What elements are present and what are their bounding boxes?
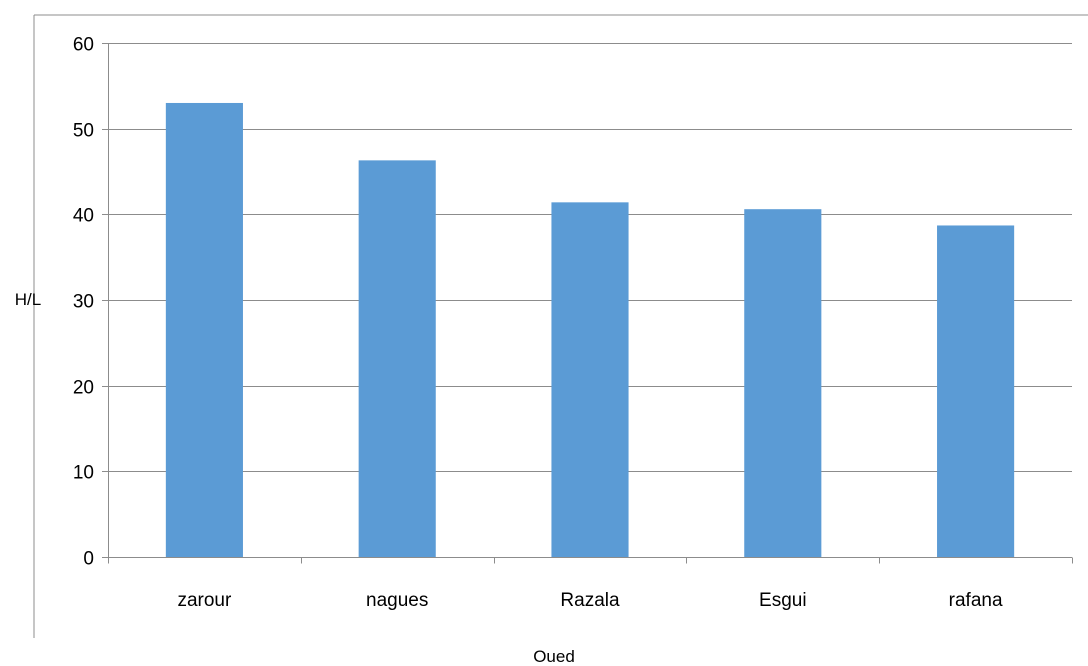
y-tick-label: 50 bbox=[73, 121, 94, 142]
y-tick-label: 0 bbox=[83, 549, 94, 570]
y-tick-label: 40 bbox=[73, 206, 94, 227]
bars bbox=[165, 102, 1015, 557]
y-tick-label: 20 bbox=[73, 378, 94, 399]
bar-razala bbox=[551, 202, 629, 557]
bar-zarour bbox=[165, 102, 243, 557]
y-tick-label: 30 bbox=[73, 292, 94, 313]
x-tick-label: Esgui bbox=[759, 590, 807, 611]
bar-nagues bbox=[358, 160, 436, 557]
y-tick-label: 60 bbox=[73, 35, 94, 56]
x-tick-label: nagues bbox=[366, 590, 428, 611]
bar-rafana bbox=[937, 225, 1015, 557]
chart-frame bbox=[33, 14, 1088, 638]
bar-esgui bbox=[744, 209, 822, 557]
y-tick-label: 10 bbox=[73, 463, 94, 484]
x-axis-title: Oued bbox=[533, 647, 575, 666]
x-tick-label: Razala bbox=[560, 590, 620, 611]
x-tick-label: zarour bbox=[177, 590, 232, 611]
x-tick-label: rafana bbox=[949, 590, 1003, 611]
tick-labels: 0 10 20 30 40 50 60 zarour nagues Razala Esgui rafa… bbox=[73, 35, 1003, 612]
axes bbox=[102, 43, 1073, 564]
y-axis-title: H/L bbox=[15, 290, 41, 309]
